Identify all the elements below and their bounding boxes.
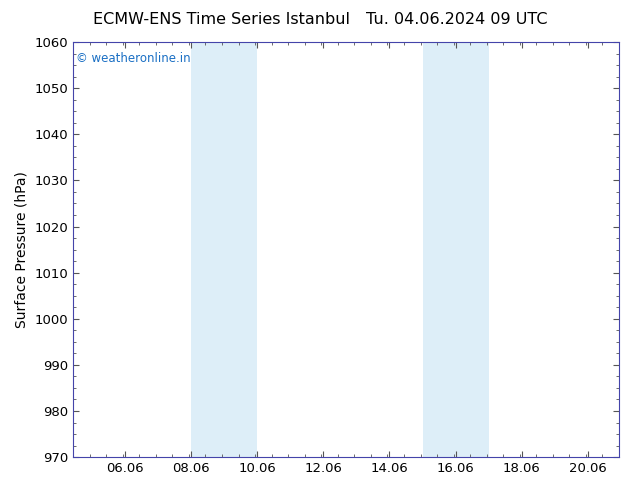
Text: ECMW-ENS Time Series Istanbul: ECMW-ENS Time Series Istanbul — [93, 12, 351, 27]
Bar — [422, 42, 489, 457]
Text: Tu. 04.06.2024 09 UTC: Tu. 04.06.2024 09 UTC — [366, 12, 547, 27]
Text: © weatheronline.in: © weatheronline.in — [76, 52, 191, 66]
Bar — [191, 42, 257, 457]
Y-axis label: Surface Pressure (hPa): Surface Pressure (hPa) — [15, 171, 29, 328]
